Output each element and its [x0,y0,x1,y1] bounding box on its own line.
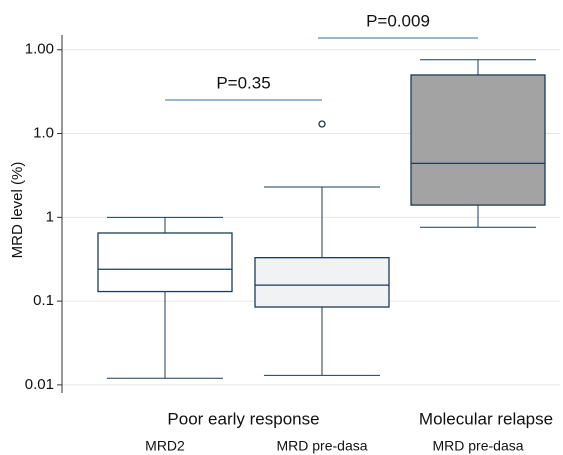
box [254,257,390,308]
x-tick-label: MRD2 [145,438,185,454]
p-value: P=0.009 [366,11,430,30]
y-tick-label: 1.0 [33,125,54,142]
outlier [318,120,326,128]
y-axis-label: MRD level (%) [9,162,26,259]
p-value: P=0.35 [216,73,270,92]
box [410,74,546,206]
x-tick-label: MRD pre-dasa [276,438,367,454]
y-tick-label: 1 [46,208,54,225]
y-tick-label: 1.00 [25,41,54,58]
box [97,232,233,293]
group-label: Molecular relapse [419,409,553,428]
x-tick-label: MRD pre-dasa [432,438,523,454]
y-tick-label: 0.01 [25,376,54,393]
group-label: Poor early response [167,409,319,428]
y-tick-label: 0.1 [33,292,54,309]
